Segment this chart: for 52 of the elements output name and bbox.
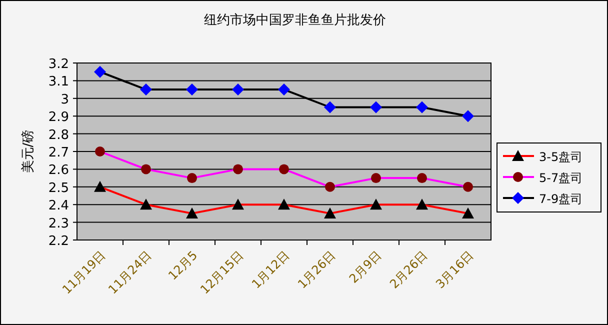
point [370,101,382,114]
x-tick-label: 2月26日 [387,248,430,292]
x-tick-label: 11月19日 [60,248,108,297]
point [141,164,151,174]
x-tick-label: 12月15日 [198,248,246,297]
point [233,164,243,174]
point [370,198,382,210]
y-tick-label: 3.2 [48,57,69,72]
y-tick-label: 2.7 [48,146,69,160]
y-tick-label: 2.9 [48,110,69,126]
x-tick-label: 1月26日 [295,248,338,292]
point [324,101,336,114]
point [94,66,106,78]
point [462,110,474,122]
y-tick-label: 2.8 [48,128,69,143]
legend-label: 7-9盘司 [539,192,583,206]
point [416,101,428,114]
point [463,182,473,192]
point [232,198,244,210]
point [325,182,335,192]
x-tick-label: 3月16日 [433,248,476,292]
point [186,207,198,218]
y-tick-label: 2.2 [48,234,69,249]
legend-label: 5-7盘司 [539,171,583,185]
chart-title: 纽约市场中国罗非鱼鱼片批发价 [204,13,386,28]
point [140,84,152,96]
point [279,164,289,174]
point [278,198,290,210]
y-tick-label: 2.4 [48,198,69,214]
point [278,84,290,96]
point [371,173,381,184]
y-tick-label: 2.5 [48,180,69,196]
point [416,198,428,210]
y-tick-label: 3 [60,92,69,108]
x-tick-label: 2月9日 [346,248,384,286]
y-axis-title: 美元/磅 [20,130,36,174]
x-tick-label: 12月5 [166,248,200,283]
point [140,198,152,210]
x-tick-label: 11月24日 [106,248,154,297]
point [94,180,106,192]
point [462,207,474,218]
point [187,173,197,184]
point [95,146,105,156]
point [324,207,336,218]
y-tick-label: 3.1 [48,74,69,90]
y-tick-label: 2.6 [48,163,69,178]
y-tick-label: 2.3 [48,216,69,232]
point [186,84,198,96]
point [417,173,427,184]
legend-label: 3-5盘司 [539,150,583,164]
point [232,84,244,96]
x-tick-label: 1月12日 [249,248,292,292]
